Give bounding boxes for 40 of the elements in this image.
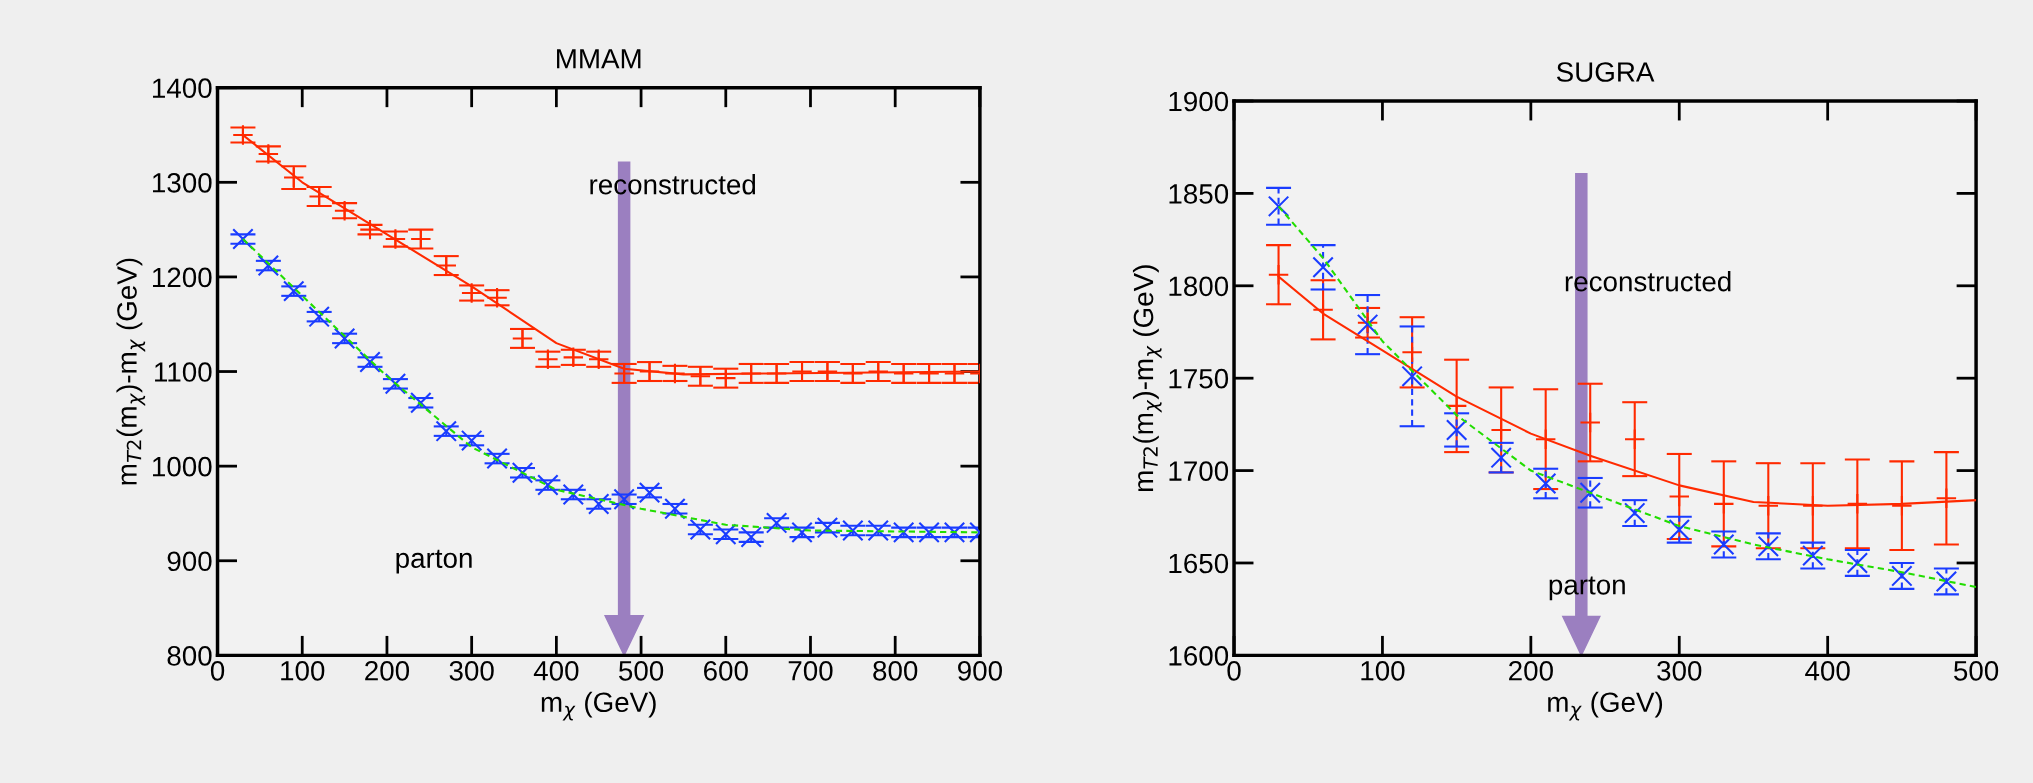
x-tick-label: 100: [1361, 660, 1405, 681]
x-tick-label: 400: [533, 660, 579, 681]
y-tick-label: 800: [167, 646, 212, 666]
x-tick-label: 500: [1954, 660, 1999, 681]
annotation: parton: [396, 549, 472, 574]
x-tick-label: 0: [210, 660, 225, 681]
x-axis-title: m$_{χ}$ (GeV): [1548, 691, 1663, 721]
y-tick-label: 1300: [153, 172, 212, 193]
x-tick-label: 400: [1805, 660, 1850, 681]
x-tick-label: 300: [449, 660, 494, 681]
chart-title: SUGRA: [1556, 62, 1655, 82]
annotation: reconstructed: [590, 174, 756, 195]
x-tick-label: 700: [788, 660, 833, 681]
x-tick-label: 900: [958, 660, 1002, 681]
x-axis-title: m$_{χ}$ (GeV): [541, 691, 656, 721]
y-axis-title: m$_{T2}$(m$_{χ}$)-m$_{χ}$ (GeV): [116, 258, 146, 485]
x-tick-label: 300: [1657, 660, 1702, 681]
y-tick-label: 1900: [1169, 91, 1229, 112]
y-tick-label: 1800: [1169, 276, 1229, 297]
x-tick-label: 200: [365, 660, 410, 681]
y-tick-label: 1600: [1169, 646, 1229, 666]
y-tick-label: 1850: [1169, 184, 1229, 204]
x-tick-label: 100: [281, 660, 325, 681]
x-tick-label: 600: [704, 660, 748, 681]
x-tick-label: 200: [1509, 660, 1553, 681]
y-tick-label: 1000: [153, 456, 212, 477]
x-tick-label: 0: [1227, 660, 1241, 681]
y-tick-label: 1650: [1169, 553, 1229, 574]
y-tick-label: 1100: [155, 362, 212, 382]
chart-title: MMAM: [557, 49, 641, 69]
y-axis-title: m$_{T2}$(m$_{χ}$)-m$_{χ}$ (GeV): [1132, 265, 1162, 492]
y-tick-label: 1400: [153, 78, 212, 99]
annotation: reconstructed: [1565, 271, 1731, 292]
y-tick-label: 900: [167, 551, 212, 572]
y-tick-label: 1700: [1169, 461, 1229, 481]
x-tick-label: 500: [619, 660, 664, 681]
y-tick-label: 1200: [153, 267, 212, 288]
annotation: parton: [1549, 576, 1625, 601]
y-tick-label: 1750: [1169, 368, 1229, 389]
x-tick-label: 800: [873, 660, 918, 681]
